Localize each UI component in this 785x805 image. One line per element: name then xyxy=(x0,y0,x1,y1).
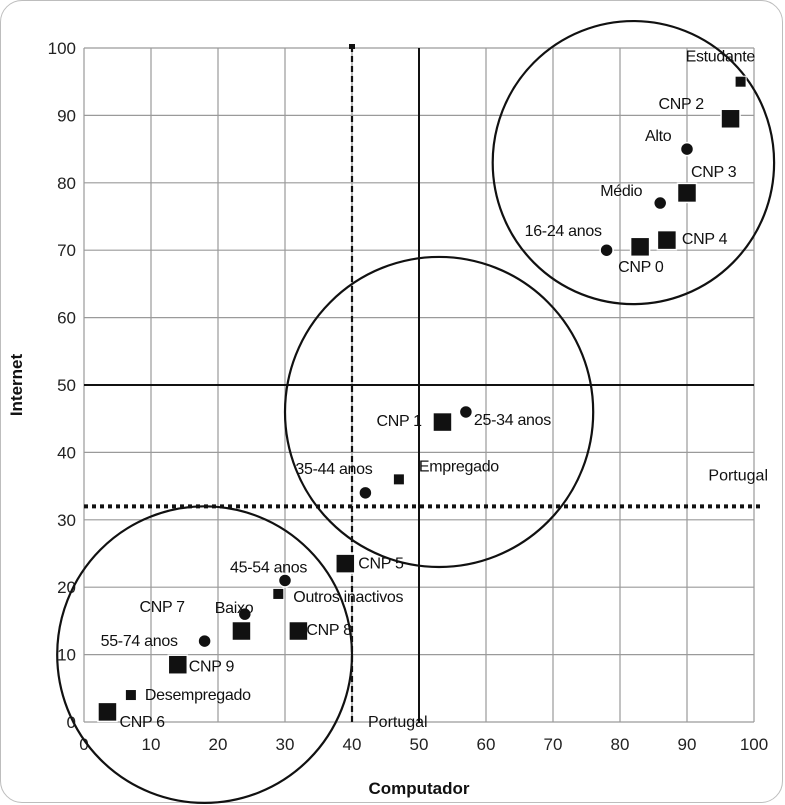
y-axis-title: Internet xyxy=(7,353,26,416)
portugal-y-label: Portugal xyxy=(708,467,768,484)
data-point-label: Outros inactivos xyxy=(293,589,403,606)
data-point-label: 55-74 anos xyxy=(101,633,178,650)
data-point-small-square xyxy=(272,587,285,600)
data-point-circle xyxy=(237,606,253,622)
data-point-label: Médio xyxy=(600,183,642,200)
data-point-circle xyxy=(358,485,373,501)
x-tick-label: 0 xyxy=(79,735,88,754)
data-point-circle xyxy=(679,141,695,157)
data-point-label: CNP 0 xyxy=(618,259,664,276)
data-point-circle xyxy=(197,633,212,649)
y-tick-label: 0 xyxy=(67,713,76,732)
data-point-circle xyxy=(458,404,474,420)
data-point-label: Desempregado xyxy=(145,687,251,704)
data-point-label: 35-44 anos xyxy=(295,461,372,478)
data-point-label: CNP 6 xyxy=(119,714,165,731)
x-tick-label: 20 xyxy=(209,735,228,754)
data-point-label: 16-24 anos xyxy=(525,223,602,240)
data-point-square xyxy=(231,620,252,642)
data-point-square xyxy=(720,108,741,130)
x-axis-title: Computador xyxy=(368,779,469,798)
data-point-label: CNP 7 xyxy=(139,599,185,616)
y-tick-label: 50 xyxy=(57,376,76,395)
point-labels: Estudante CNP 2 Alto CNP 3 Médio 16-24 anos CN… xyxy=(101,49,756,731)
x-tick-label: 100 xyxy=(740,735,768,754)
cluster-circle xyxy=(491,19,776,306)
data-point-square xyxy=(629,236,651,258)
data-points xyxy=(97,75,747,723)
data-point-circle xyxy=(599,242,614,258)
cluster-circles xyxy=(56,19,776,804)
x-tick-label: 50 xyxy=(410,735,429,754)
data-point-label: Estudante xyxy=(686,49,756,66)
data-point-square xyxy=(167,654,189,675)
data-point-label: CNP 3 xyxy=(691,164,737,181)
reference-lines: Portugal Portugal xyxy=(84,44,768,731)
data-point-small-square xyxy=(734,75,747,88)
data-point-label: CNP 9 xyxy=(189,659,235,676)
data-point-label: Alto xyxy=(645,128,672,145)
y-tick-label: 60 xyxy=(57,309,76,328)
data-point-circle xyxy=(277,573,293,588)
data-point-square xyxy=(97,701,118,723)
data-point-label: 25-34 anos xyxy=(474,412,551,429)
y-tick-label: 80 xyxy=(57,174,76,193)
x-tick-label: 10 xyxy=(142,735,161,754)
data-point-small-square xyxy=(124,689,137,702)
y-tick-label: 100 xyxy=(48,39,76,58)
data-point-square xyxy=(656,229,678,251)
data-point-square xyxy=(335,553,356,574)
x-tick-label: 40 xyxy=(343,735,362,754)
portugal-x-label: Portugal xyxy=(368,714,428,731)
data-point-label: 45-54 anos xyxy=(230,559,307,576)
data-point-square xyxy=(432,411,453,433)
data-point-label: Empregado xyxy=(419,458,499,475)
data-point-circle xyxy=(652,195,668,211)
data-point-label: CNP 5 xyxy=(358,556,404,573)
data-point-label: Baixo xyxy=(215,600,254,617)
x-tick-label: 60 xyxy=(477,735,496,754)
x-tick-label: 90 xyxy=(678,735,697,754)
y-tick-label: 30 xyxy=(57,511,76,530)
portugal-vertical-cap xyxy=(349,44,355,49)
data-point-square xyxy=(676,182,698,204)
data-point-label: CNP 2 xyxy=(659,96,705,113)
data-point-square xyxy=(288,620,309,642)
y-tick-label: 70 xyxy=(57,241,76,260)
x-tick-label: 30 xyxy=(276,735,295,754)
x-tick-label: 80 xyxy=(611,735,630,754)
x-tick-label: 70 xyxy=(544,735,563,754)
y-tick-label: 10 xyxy=(57,646,76,665)
data-point-label: CNP 1 xyxy=(376,413,422,430)
data-point-label: CNP 4 xyxy=(682,231,728,248)
cluster-circle xyxy=(283,255,595,569)
y-tick-label: 90 xyxy=(57,106,76,125)
data-point-label: CNP 8 xyxy=(306,622,352,639)
y-tick-label: 40 xyxy=(57,443,76,462)
data-point-small-square xyxy=(392,473,405,486)
